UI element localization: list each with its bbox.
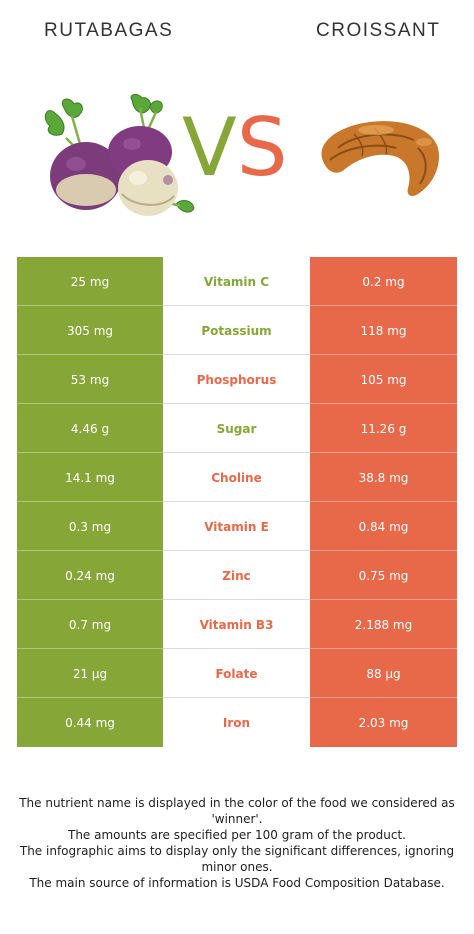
row-separator-left [17,599,163,600]
row-separator-right [310,403,457,404]
nutrient-name: Vitamin E [163,502,310,551]
row-separator-left [17,305,163,306]
left-value: 0.3 mg [17,502,163,551]
right-value: 118 mg [310,306,457,355]
row-separator-left [17,403,163,404]
row-divider [163,501,310,502]
table-row: 21 µg Folate 88 µg [17,649,457,698]
row-separator-right [310,354,457,355]
footer-line-3: The infographic aims to display only the… [19,844,455,874]
left-value: 21 µg [17,649,163,698]
table-row: 0.44 mg Iron 2.03 mg [17,698,457,747]
row-separator-right [310,697,457,698]
right-value: 0.84 mg [310,502,457,551]
vs-s: S [236,101,288,194]
row-separator-right [310,305,457,306]
row-separator-left [17,354,163,355]
right-value: 2.188 mg [310,600,457,649]
table-row: 0.7 mg Vitamin B3 2.188 mg [17,600,457,649]
right-value: 0.2 mg [310,257,457,306]
row-separator-left [17,452,163,453]
row-divider [163,697,310,698]
row-divider [163,403,310,404]
right-value: 88 µg [310,649,457,698]
nutrient-name: Folate [163,649,310,698]
row-divider [163,599,310,600]
row-separator-right [310,550,457,551]
row-divider [163,648,310,649]
nutrient-name: Sugar [163,404,310,453]
row-separator-left [17,550,163,551]
row-separator-left [17,697,163,698]
nutrient-name: Choline [163,453,310,502]
footer-line-4: The main source of information is USDA F… [29,876,445,890]
right-value: 2.03 mg [310,698,457,747]
row-divider [163,354,310,355]
left-value: 25 mg [17,257,163,306]
nutrient-name: Vitamin B3 [163,600,310,649]
left-value: 0.44 mg [17,698,163,747]
table-row: 0.24 mg Zinc 0.75 mg [17,551,457,600]
table-row: 305 mg Potassium 118 mg [17,306,457,355]
nutrient-name: Potassium [163,306,310,355]
rutabaga-image [44,94,195,216]
vs-label: VS [182,108,288,188]
left-value: 4.46 g [17,404,163,453]
table-row: 25 mg Vitamin C 0.2 mg [17,257,457,306]
food-right-name: CROISSANT [316,20,441,41]
comparison-table: 25 mg Vitamin C 0.2 mg 305 mg Potassium 118 m… [17,257,457,747]
row-divider [163,452,310,453]
row-divider [163,305,310,306]
row-separator-right [310,599,457,600]
table-row: 53 mg Phosphorus 105 mg [17,355,457,404]
row-separator-left [17,648,163,649]
food-left-name: RUTABAGAS [44,20,174,41]
footer-line-2: The amounts are specified per 100 gram o… [67,828,406,842]
left-value: 305 mg [17,306,163,355]
row-separator-right [310,648,457,649]
row-separator-right [310,452,457,453]
row-separator-left [17,501,163,502]
left-value: 0.7 mg [17,600,163,649]
row-divider [163,550,310,551]
right-value: 105 mg [310,355,457,404]
croissant-image [321,121,440,196]
vs-v: V [182,101,237,194]
nutrient-name: Phosphorus [163,355,310,404]
table-row: 4.46 g Sugar 11.26 g [17,404,457,453]
right-value: 11.26 g [310,404,457,453]
right-value: 38.8 mg [310,453,457,502]
left-value: 14.1 mg [17,453,163,502]
footer-line-1: The nutrient name is displayed in the co… [19,796,455,826]
nutrient-name: Vitamin C [163,257,310,306]
right-value: 0.75 mg [310,551,457,600]
left-value: 53 mg [17,355,163,404]
row-separator-right [310,501,457,502]
nutrient-name: Iron [163,698,310,747]
nutrient-name: Zinc [163,551,310,600]
table-row: 0.3 mg Vitamin E 0.84 mg [17,502,457,551]
footer-notes: The nutrient name is displayed in the co… [10,795,464,891]
table-row: 14.1 mg Choline 38.8 mg [17,453,457,502]
left-value: 0.24 mg [17,551,163,600]
